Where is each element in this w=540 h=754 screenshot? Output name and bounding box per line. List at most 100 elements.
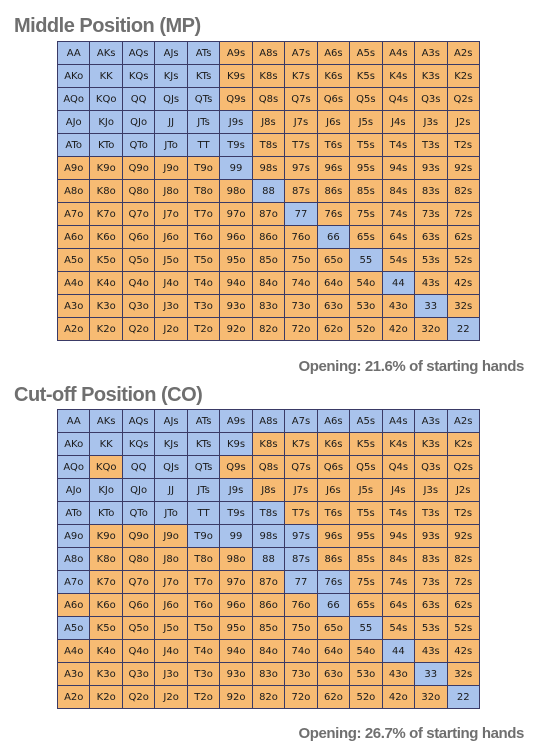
hand-cell: J2o	[155, 686, 187, 708]
hand-cell: Q5o	[122, 249, 155, 271]
hand-cell: 43s	[415, 272, 447, 294]
hand-cell: 63s	[415, 594, 447, 616]
hand-cell: ATo	[58, 134, 90, 156]
hand-cell: J5s	[350, 111, 382, 133]
hand-cell: 42s	[447, 640, 479, 662]
hand-cell: 55	[350, 249, 382, 271]
hand-cell: K9o	[90, 157, 122, 179]
hand-cell: 65s	[350, 594, 382, 616]
hand-cell: J5o	[155, 617, 187, 639]
hand-cell: A3o	[58, 663, 90, 685]
hand-cell: 44	[382, 272, 415, 294]
hand-cell: 75o	[285, 617, 317, 639]
hand-cell: A7s	[285, 410, 317, 432]
hand-cell: T8o	[187, 548, 220, 570]
hand-cell: AQo	[58, 88, 90, 110]
hand-cell: KTo	[90, 502, 122, 524]
hand-cell: J9o	[155, 525, 187, 547]
hand-cell: AQo	[58, 456, 90, 478]
hand-cell: A6o	[58, 226, 90, 248]
hand-cell: A9o	[58, 525, 90, 547]
hand-cell: KK	[90, 65, 122, 87]
hand-cell: A2o	[58, 686, 90, 708]
hand-cell: 84o	[252, 640, 285, 662]
hand-cell: 92s	[447, 525, 479, 547]
hand-cell: J4s	[382, 479, 415, 501]
hand-cell: K8o	[90, 180, 122, 202]
hand-cell: 53o	[350, 295, 382, 317]
hand-cell: K7o	[90, 203, 122, 225]
hand-cell: 86s	[317, 180, 350, 202]
hand-cell: 86o	[252, 226, 285, 248]
hand-cell: Q9o	[122, 157, 155, 179]
hand-cell: A8o	[58, 548, 90, 570]
hand-cell: KTo	[90, 134, 122, 156]
hand-cell: JTo	[155, 502, 187, 524]
hand-cell: 53s	[415, 249, 447, 271]
hand-cell: T3o	[187, 295, 220, 317]
hand-cell: QJs	[155, 456, 187, 478]
hand-cell: T7o	[187, 203, 220, 225]
hand-cell: 72o	[285, 318, 317, 340]
hand-cell: J2o	[155, 318, 187, 340]
hand-cell: 22	[447, 686, 479, 708]
hand-cell: K7s	[285, 433, 317, 455]
hand-cell: 66	[317, 226, 350, 248]
hand-cell: 96o	[220, 594, 252, 616]
hand-cell: 76s	[317, 571, 350, 593]
hand-cell: 72s	[447, 203, 479, 225]
hand-cell: Q4s	[382, 456, 415, 478]
hand-cell: T8o	[187, 180, 220, 202]
hand-cell: KQs	[122, 433, 155, 455]
hand-cell: A3s	[415, 42, 447, 64]
hand-cell: 97s	[285, 525, 317, 547]
hand-cell: J5s	[350, 479, 382, 501]
hand-cell: 96o	[220, 226, 252, 248]
hand-cell: J8o	[155, 548, 187, 570]
hand-cell: K2s	[447, 65, 479, 87]
hand-cell: K8s	[252, 65, 285, 87]
hand-cell: Q6o	[122, 594, 155, 616]
hand-cell: 94o	[220, 272, 252, 294]
hand-cell: 98o	[220, 548, 252, 570]
hand-cell: 43s	[415, 640, 447, 662]
hand-cell: Q6s	[317, 456, 350, 478]
hand-cell: T2s	[447, 134, 479, 156]
hand-cell: A3o	[58, 295, 90, 317]
hand-cell: Q3s	[415, 456, 447, 478]
hand-cell: J4s	[382, 111, 415, 133]
hand-cell: J6s	[317, 111, 350, 133]
hand-cell: 43o	[382, 295, 415, 317]
hand-cell: 86s	[317, 548, 350, 570]
hand-cell: K4o	[90, 272, 122, 294]
hand-cell: 85s	[350, 548, 382, 570]
hand-cell: 92s	[447, 157, 479, 179]
hand-cell: Q9s	[220, 88, 252, 110]
hand-cell: KQs	[122, 65, 155, 87]
hand-cell: 62o	[317, 686, 350, 708]
hand-cell: J9s	[220, 479, 252, 501]
hand-cell: 85o	[252, 617, 285, 639]
hand-cell: 76o	[285, 594, 317, 616]
hand-cell: Q8s	[252, 456, 285, 478]
hand-cell: 75s	[350, 203, 382, 225]
hand-cell: Q5s	[350, 88, 382, 110]
hand-cell: Q4o	[122, 272, 155, 294]
hand-cell: 98s	[252, 157, 285, 179]
hand-cell: K8s	[252, 433, 285, 455]
hand-cell: 95s	[350, 157, 382, 179]
hand-cell: J6o	[155, 226, 187, 248]
hand-cell: Q2o	[122, 686, 155, 708]
hand-cell: J8s	[252, 479, 285, 501]
hand-cell: Q4o	[122, 640, 155, 662]
hand-cell: A9s	[220, 410, 252, 432]
hand-cell: T8s	[252, 134, 285, 156]
hand-cell: 83o	[252, 295, 285, 317]
hand-cell: J9s	[220, 111, 252, 133]
hand-cell: 32o	[415, 686, 447, 708]
hand-cell: K5o	[90, 249, 122, 271]
hand-cell: 94s	[382, 525, 415, 547]
hand-cell: 82o	[252, 686, 285, 708]
hand-cell: Q6s	[317, 88, 350, 110]
hand-cell: AJo	[58, 479, 90, 501]
